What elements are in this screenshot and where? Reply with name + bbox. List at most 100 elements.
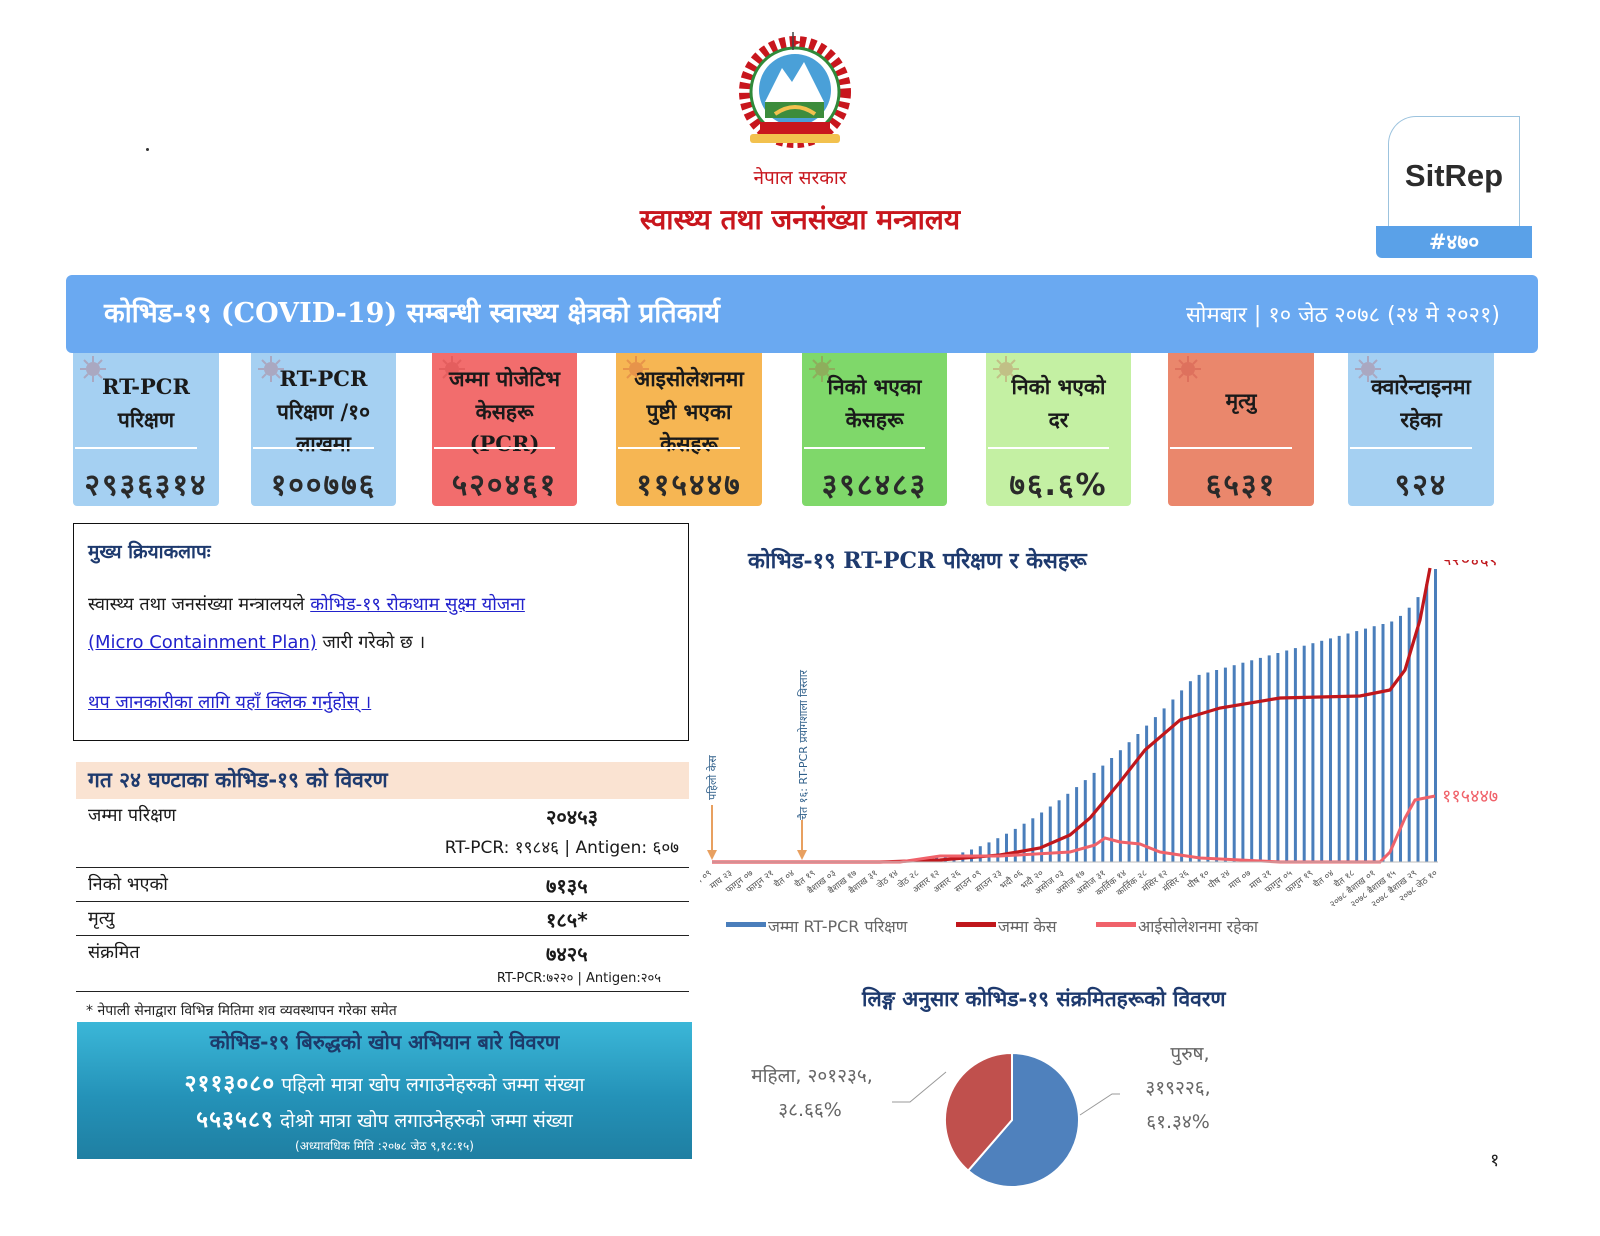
test-bar [1075,787,1079,862]
pie-slice [966,1051,1080,1188]
tests-breakdown: RT-PCR: १९८४६ | Antigen: ६०७ [444,838,679,858]
test-bar [1153,717,1157,862]
test-bar [1013,828,1017,862]
total-cases-end-label: ५२०४६१ [1442,560,1498,570]
stat-card-value: २९३६३१४ [84,468,208,503]
test-bar [1241,662,1245,862]
male-leader-line [1079,1093,1120,1116]
stat-card-label: आइसोलेशनमा पुष्टी भएका केसहरू [622,363,756,456]
tests-value: २०४५३ [546,805,598,829]
test-bar [1118,750,1122,862]
stat-card-label: RT-PCR परिक्षण [79,363,213,453]
virus-icon [1355,356,1381,382]
male-percent: ६१.३४% [1146,1111,1210,1133]
stat-card-label: मृत्यु [1174,363,1308,453]
test-bar [978,846,982,862]
legend-label: आईसोलेशनमा रहेका [1138,917,1259,936]
test-bar [1022,823,1026,862]
test-bar [1127,742,1131,862]
pie-chart-title: लिङ्ग अनुसार कोभिड-१९ संक्रमितहरूको विवर… [862,987,1226,1011]
micro-containment-plan-link[interactable]: कोभिड-१९ रोकथाम सुक्ष्म योजना [310,594,525,615]
infected-row: संक्रमित ७४२५ [76,935,689,969]
test-bar [1285,650,1289,862]
stat-card: निको भएको दर ७६.६% [986,353,1131,506]
stat-card-label: जम्मा पोजेटिभ केसहरू (PCR) [438,363,571,457]
legend-swatch [956,922,996,927]
more-info-link[interactable]: थप जानकारीका लागि यहाँ क्लिक गर्नुहोस् । [88,692,372,713]
stat-card-label-line: केसहरू [475,398,534,424]
legend-label: जम्मा केस [998,917,1058,936]
stat-card: निको भएका केसहरू ३९८४८३ [802,353,947,506]
test-bar [1407,607,1411,862]
test-bar [1372,626,1376,862]
stat-card: आइसोलेशनमा पुष्टी भएका केसहरू ११५४४७ [616,353,762,506]
stat-card-label-line: दर [1048,406,1069,432]
recovered-value: ७१३५ [546,874,588,898]
stat-card-label-line: आइसोलेशनमा [634,366,744,391]
stat-card-label-line: लाखमा [296,431,351,457]
test-bar [1206,672,1210,862]
test-bar [1267,655,1271,862]
virus-icon [993,356,1019,382]
test-bar [1250,660,1254,862]
virus-icon [623,356,649,382]
stat-card-value: १००७७६ [270,468,377,503]
x-tick-label: पौष २४ [1205,867,1232,892]
page-number: १ [1490,1150,1500,1171]
test-bar [996,838,1000,862]
activities-title: मुख्य क्रियाकलापः [88,541,211,563]
stat-card-value: ६५३१ [1205,468,1277,503]
recovered-row: निको भएको ७१३५ [76,867,689,901]
sitrep-frame [1388,116,1520,226]
h24-bottom-rule [76,991,689,992]
second-dose-line: ५५३५८९ दोश्रो मात्रा खोप लगाउनेहरुको जम्… [77,1102,692,1134]
test-bar [1425,584,1429,862]
stat-card-label-line: पुष्टी भएका [646,398,732,424]
test-bar [1188,681,1192,862]
x-tick-label: भदौ ०६ [997,867,1025,892]
test-bar [1197,674,1201,862]
first-dose-line: २११३०८० पहिलो मात्रा खोप लगाउनेहरुको जम्… [77,1066,692,1098]
test-bar [1101,765,1105,862]
stat-card-label-line: मृत्यु [1225,388,1257,413]
stat-card-label-line: रहेका [1400,406,1442,432]
female-percent: ३८.६६% [778,1099,842,1121]
stat-card-value: ५२०४६१ [451,468,558,503]
test-bar [1434,569,1437,862]
stat-card-divider [618,447,740,449]
deaths-label: मृत्यु [88,908,115,929]
vaccination-box: कोभिड-१९ बिरुद्धको खोप अभियान बारे विवरण… [77,1022,692,1159]
stat-card-divider [75,447,197,449]
banner-date: सोमबार | १० जेठ २०७८ (२४ मे २०२१) [1185,303,1500,328]
stat-card-divider [804,447,925,449]
isolation-line [712,794,1436,864]
x-tick-label: जेठ १४ [874,867,901,892]
female-leader-line [892,1071,947,1103]
test-bar [1145,725,1149,862]
stat-card-label: क्वारेन्टाइनमा रहेका [1354,363,1488,453]
stat-card: RT-PCR परिक्षण २९३६३१४ [73,353,219,506]
virus-icon [1175,356,1201,382]
legend-label: जम्मा RT-PCR परिक्षण [768,917,908,936]
deaths-value: १८५* [546,908,588,932]
last-24-hours-panel: गत २४ घण्टाका कोभिड-१९ को विवरण जम्मा पर… [76,762,689,992]
stat-card-label-line: जम्मा पोजेटिभ [449,366,560,391]
banner-title: कोभिड-१९ (COVID-19) सम्बन्धी स्वास्थ्य क… [104,298,720,329]
virus-icon [809,356,835,382]
recovered-label: निको भएको [88,874,168,895]
x-tick-label: माघ ०७ [1227,868,1253,892]
stat-card-label-line: (PCR) [469,431,540,457]
test-bar [1346,633,1350,862]
infected-breakdown: RT-PCR:७२२० | Antigen:२०५ [496,971,661,986]
vaccination-updated-date: (अध्यावधिक मिति :२०७८ जेठ ९,१८:१५) [295,1139,474,1153]
micro-containment-plan-link-en[interactable]: (Micro Containment Plan) [88,632,317,653]
first-case-arrowhead [707,850,717,860]
lab-expansion-annotation: चैत १६: RT-PCR प्रयोगशाला विस्तार [797,669,810,820]
isolation-end-label: ११५४४७ [1442,786,1498,807]
tests-label: जम्मा परिक्षण [88,805,177,826]
stat-card-value: ७६.६% [1009,468,1108,503]
legend-swatch [1096,922,1136,927]
stat-card-label-line: परिक्षण [117,406,175,432]
male-label: पुरुष, [1170,1043,1209,1066]
stat-card-label-line: क्वारेन्टाइनमा [1371,374,1471,399]
